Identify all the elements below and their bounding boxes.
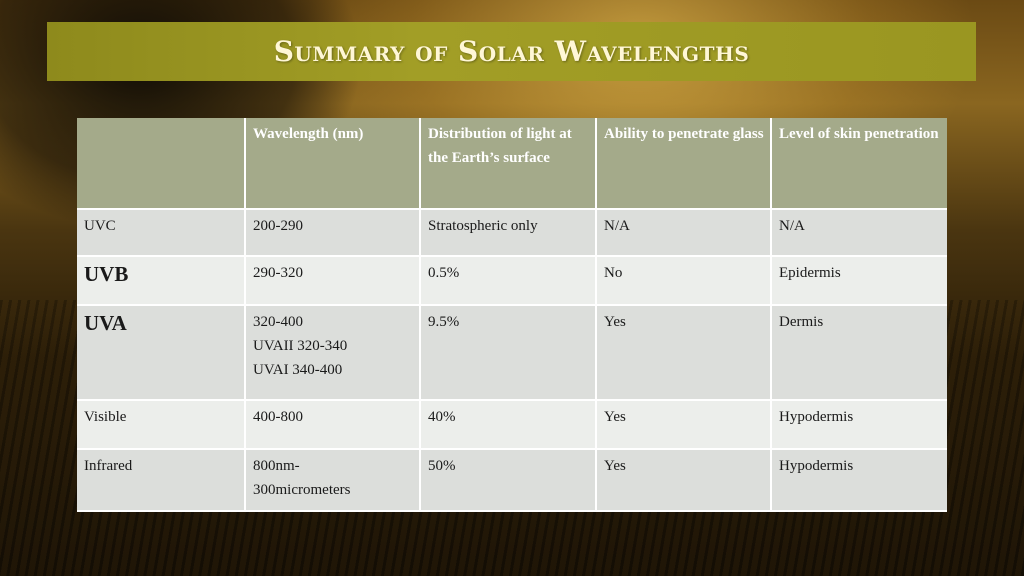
row-name-label: UVB bbox=[84, 262, 129, 286]
header-wavelength: Wavelength (nm) bbox=[245, 118, 421, 210]
cell-glass: Yes bbox=[596, 400, 772, 450]
wavelength-line: 290-320 bbox=[253, 265, 303, 281]
cell-wavelength: 400-800 bbox=[245, 400, 421, 450]
table-header-row: Wavelength (nm) Distribution of light at… bbox=[77, 118, 947, 210]
table-row: Visible 400-800 40% Yes Hypodermis bbox=[77, 400, 947, 450]
table-row: UVC 200-290 Stratospheric only N/A N/A bbox=[77, 209, 947, 257]
cell-skin: Hypodermis bbox=[771, 400, 947, 450]
cell-distribution: 9.5% bbox=[420, 305, 597, 401]
cell-name: UVC bbox=[77, 209, 246, 257]
header-skin: Level of skin penetration bbox=[771, 118, 947, 210]
cell-glass: N/A bbox=[596, 209, 772, 257]
cell-name: UVB bbox=[77, 256, 246, 306]
header-glass: Ability to penetrate glass bbox=[596, 118, 772, 210]
cell-glass: No bbox=[596, 256, 772, 306]
cell-wavelength: 200-290 bbox=[245, 209, 421, 257]
cell-name: Visible bbox=[77, 400, 246, 450]
cell-distribution: 50% bbox=[420, 449, 597, 512]
wavelength-line: 300micrometers bbox=[253, 482, 351, 498]
cell-skin: Dermis bbox=[771, 305, 947, 401]
cell-skin: N/A bbox=[771, 209, 947, 257]
cell-skin: Epidermis bbox=[771, 256, 947, 306]
wavelength-line: UVAII 320-340 bbox=[253, 338, 348, 354]
table-row: UVB 290-320 0.5% No Epidermis bbox=[77, 256, 947, 306]
cell-skin: Hypodermis bbox=[771, 449, 947, 512]
row-name-label: UVA bbox=[84, 311, 127, 335]
cell-wavelength: 800nm- 300micrometers bbox=[245, 449, 421, 512]
cell-name: Infrared bbox=[77, 449, 246, 512]
cell-distribution: Stratospheric only bbox=[420, 209, 597, 257]
wavelength-line: 200-290 bbox=[253, 218, 303, 234]
title-banner: Summary of Solar Wavelengths bbox=[47, 22, 976, 81]
cell-wavelength: 290-320 bbox=[245, 256, 421, 306]
cell-glass: Yes bbox=[596, 305, 772, 401]
wavelength-line: 400-800 bbox=[253, 409, 303, 425]
wavelength-line: 320-400 bbox=[253, 314, 303, 330]
cell-name: UVA bbox=[77, 305, 246, 401]
wavelength-line: UVAI 340-400 bbox=[253, 362, 343, 378]
table-row: UVA 320-400 UVAII 320-340 UVAI 340-400 9… bbox=[77, 305, 947, 401]
table-row: Infrared 800nm- 300micrometers 50% Yes H… bbox=[77, 449, 947, 512]
cell-wavelength: 320-400 UVAII 320-340 UVAI 340-400 bbox=[245, 305, 421, 401]
cell-glass: Yes bbox=[596, 449, 772, 512]
header-distribution: Distribution of light at the Earth’s sur… bbox=[420, 118, 597, 210]
wavelength-table: Wavelength (nm) Distribution of light at… bbox=[77, 118, 947, 512]
header-blank bbox=[77, 118, 246, 210]
cell-distribution: 0.5% bbox=[420, 256, 597, 306]
slide-title: Summary of Solar Wavelengths bbox=[273, 35, 750, 68]
cell-distribution: 40% bbox=[420, 400, 597, 450]
wavelength-line: 800nm- bbox=[253, 458, 300, 474]
